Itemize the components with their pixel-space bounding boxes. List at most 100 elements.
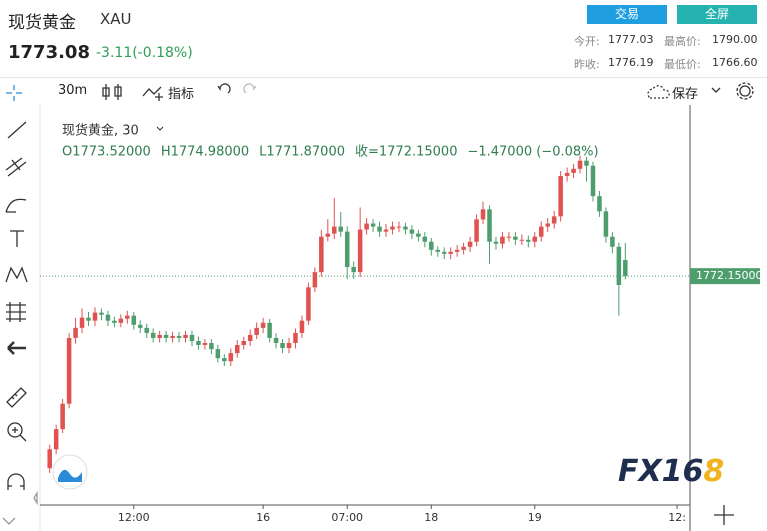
indicators-button[interactable]: 指标 bbox=[168, 87, 195, 102]
zoom-tool[interactable] bbox=[7, 422, 23, 438]
cloud-icon[interactable] bbox=[647, 85, 670, 99]
legend-value: −1.47000 (−0.08%) bbox=[467, 145, 598, 160]
trade-button[interactable]: 交易 bbox=[587, 5, 667, 24]
interval-button[interactable]: 30m bbox=[58, 83, 88, 98]
stat-value: 1777.03 bbox=[608, 33, 654, 46]
channel-tool[interactable] bbox=[5, 157, 27, 177]
back-tool[interactable] bbox=[7, 341, 26, 355]
candle-body bbox=[312, 272, 318, 288]
candle-body bbox=[441, 251, 447, 254]
logo-badge[interactable] bbox=[52, 454, 88, 490]
candle-body bbox=[590, 165, 596, 197]
candle-body bbox=[338, 226, 344, 232]
candle-body bbox=[597, 196, 602, 212]
candle-body bbox=[183, 334, 188, 338]
text-tool[interactable] bbox=[10, 230, 24, 247]
candle-body bbox=[47, 449, 52, 469]
candle-body bbox=[137, 324, 143, 328]
last-price-label: 1772.15000 bbox=[696, 269, 762, 282]
candle-body bbox=[105, 314, 111, 321]
candle-body bbox=[513, 236, 518, 240]
candle-body bbox=[577, 160, 583, 169]
candle-body bbox=[150, 332, 156, 338]
candle-body bbox=[196, 341, 201, 345]
candle-body bbox=[319, 236, 324, 273]
candle-body bbox=[623, 260, 628, 277]
last-price-box bbox=[690, 268, 760, 285]
candle-body bbox=[215, 349, 221, 359]
candle-body bbox=[73, 327, 78, 338]
watermark-text: FX16 bbox=[618, 454, 703, 489]
fib-tool[interactable] bbox=[6, 302, 26, 322]
candle-body bbox=[86, 317, 91, 321]
candle-body bbox=[131, 315, 137, 325]
candle-icon[interactable] bbox=[102, 84, 122, 100]
candle-body bbox=[144, 327, 149, 333]
candle-body bbox=[189, 334, 195, 342]
candle-body bbox=[429, 241, 434, 250]
candle-body bbox=[92, 312, 98, 321]
candle-body bbox=[564, 172, 570, 176]
title-dropdown[interactable] bbox=[156, 126, 164, 131]
candle-body bbox=[603, 211, 609, 237]
candle-body bbox=[125, 315, 130, 319]
indicator-icon[interactable] bbox=[142, 86, 163, 101]
candle-body bbox=[209, 343, 214, 350]
candle-body bbox=[273, 337, 279, 344]
candle-body bbox=[364, 223, 369, 230]
reset-tool[interactable] bbox=[714, 505, 734, 525]
candle-body bbox=[545, 223, 550, 227]
candle-body bbox=[254, 327, 259, 335]
candle-body bbox=[551, 216, 557, 224]
candle-body bbox=[493, 241, 499, 244]
x-tick-label: 18 bbox=[424, 511, 438, 524]
redo-icon[interactable] bbox=[243, 83, 257, 94]
candle-body bbox=[454, 249, 460, 252]
settings-icon[interactable] bbox=[736, 82, 754, 100]
stat-label: 昨收: bbox=[574, 58, 600, 71]
candle-body bbox=[416, 233, 421, 237]
undo-icon[interactable] bbox=[217, 83, 231, 94]
candle-body bbox=[526, 239, 531, 242]
candle-body bbox=[584, 160, 589, 166]
toolbar-icons bbox=[102, 82, 754, 101]
candle-body bbox=[66, 337, 72, 404]
dropdown-icon[interactable] bbox=[711, 87, 721, 93]
save-button[interactable]: 保存 bbox=[672, 87, 699, 102]
price-change: -3.11(-0.18%) bbox=[96, 45, 193, 61]
stat-label: 今开: bbox=[574, 35, 600, 48]
legend-value: O1773.52000 bbox=[62, 145, 151, 160]
candle-body bbox=[99, 312, 104, 315]
candle-body bbox=[435, 249, 441, 252]
candle-body bbox=[616, 246, 622, 285]
logo-icon bbox=[58, 469, 82, 482]
candle-body bbox=[370, 223, 376, 227]
scroll-tool[interactable] bbox=[2, 517, 16, 525]
candle-body bbox=[286, 343, 292, 349]
zoom-tool[interactable] bbox=[12, 427, 27, 442]
candle-body bbox=[118, 318, 124, 323]
price: 1773.08 bbox=[8, 42, 90, 63]
candle-body bbox=[422, 236, 428, 242]
candle-body bbox=[170, 335, 175, 338]
candle-body bbox=[506, 236, 512, 238]
line-tool[interactable] bbox=[7, 121, 27, 139]
crosshair-tool[interactable] bbox=[6, 85, 22, 101]
divider bbox=[0, 77, 767, 78]
candle-body bbox=[396, 226, 402, 228]
drawing-tools bbox=[2, 85, 734, 525]
brush-tool[interactable] bbox=[5, 198, 27, 213]
fullscreen-button[interactable]: 全屏 bbox=[677, 5, 757, 24]
watermark: FX168 bbox=[618, 454, 724, 489]
candle-body bbox=[610, 236, 615, 247]
settings-icon[interactable] bbox=[739, 85, 751, 97]
magnet-tool[interactable] bbox=[7, 473, 25, 490]
candle-body bbox=[474, 219, 479, 242]
watermark-text: 8 bbox=[703, 454, 724, 489]
pattern-tool[interactable] bbox=[5, 266, 28, 283]
candle-body bbox=[357, 229, 363, 273]
collapse-tool[interactable] bbox=[33, 490, 38, 506]
candle-body bbox=[403, 226, 408, 230]
ruler-tool[interactable] bbox=[6, 387, 27, 408]
candle-body bbox=[538, 226, 544, 237]
